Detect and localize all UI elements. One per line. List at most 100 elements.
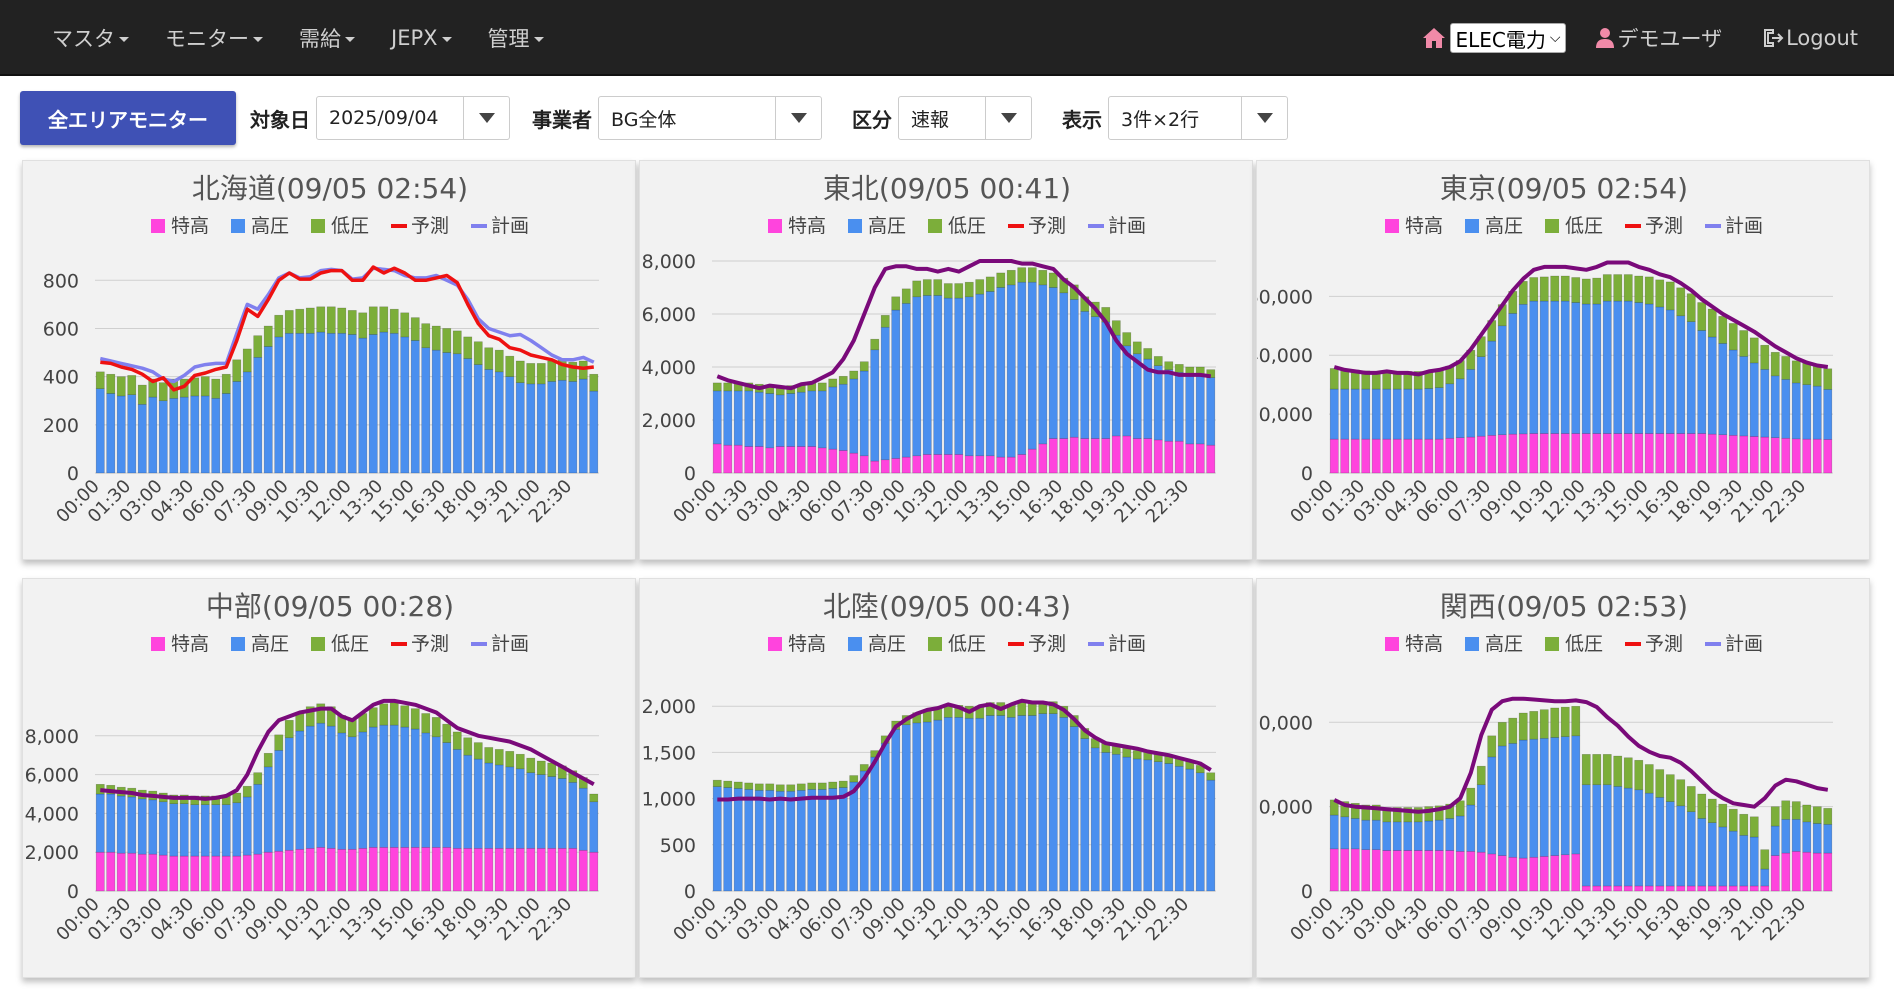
bar-segment	[1812, 385, 1822, 440]
bar-segment	[1350, 818, 1360, 850]
menu-monitor[interactable]: モニター	[165, 23, 263, 53]
logout-link[interactable]: Logout	[1762, 26, 1858, 50]
bar-segment	[232, 792, 242, 804]
bar-segment	[1707, 885, 1717, 892]
bar-segment	[1623, 274, 1633, 302]
bar-segment	[368, 726, 378, 848]
bar-segment	[106, 851, 116, 892]
bar-segment	[379, 847, 389, 892]
bar-segment	[922, 454, 932, 474]
bar-segment	[1739, 356, 1749, 437]
bar-segment	[1487, 853, 1497, 892]
menu-admin[interactable]: 管理	[488, 23, 544, 53]
bar-segment	[1413, 388, 1423, 440]
bar-segment	[1529, 433, 1539, 474]
legend-label: 予測	[1645, 215, 1683, 237]
bar-segment	[326, 725, 336, 849]
bar-segment	[410, 847, 420, 892]
bar-segment	[305, 706, 315, 727]
y-tick-label: 8,000	[642, 251, 696, 273]
bar-segment	[1403, 438, 1413, 474]
bar-segment	[1006, 269, 1016, 286]
bar-segment	[326, 332, 336, 474]
bar-segment	[1487, 435, 1497, 474]
bar-segment	[536, 848, 546, 892]
bar-segment	[452, 731, 462, 750]
bar-segment	[1340, 388, 1350, 440]
bar-segment	[1697, 793, 1707, 819]
bar-segment	[996, 272, 1006, 288]
bar-segment	[1718, 316, 1728, 344]
bar-segment	[1655, 279, 1665, 308]
bar-segment	[1206, 369, 1216, 378]
bar-segment	[1613, 274, 1623, 302]
bar-segment	[1655, 769, 1665, 798]
user-menu[interactable]: デモユーザ	[1594, 23, 1722, 53]
bar-segment	[1132, 353, 1142, 439]
bar-segment	[1623, 885, 1633, 892]
bar-segment	[295, 730, 305, 850]
bar-segment	[211, 855, 221, 892]
bar-segment	[148, 853, 158, 892]
bar-segment	[536, 774, 546, 849]
bar-segment	[1101, 321, 1111, 439]
date-select[interactable]: 2025/09/04	[316, 96, 510, 140]
display-select[interactable]: 3件×2行	[1108, 96, 1288, 140]
bar-segment	[526, 757, 536, 773]
legend-label: 低圧	[1565, 633, 1603, 655]
bar-segment	[1487, 756, 1497, 855]
bar-segment	[1529, 711, 1539, 740]
bar-segment	[1038, 269, 1048, 286]
legend-label: 予測	[411, 215, 449, 237]
bar-segment	[1550, 855, 1560, 892]
menu-jepx[interactable]: JEPX	[391, 26, 452, 50]
bar-segment	[1392, 807, 1402, 823]
menu-master[interactable]: マスタ	[52, 23, 129, 53]
bar-segment	[169, 398, 179, 474]
bar-segment	[358, 731, 368, 849]
bar-segment	[1017, 281, 1027, 455]
legend-swatch	[1385, 219, 1399, 233]
bar-segment	[1823, 824, 1833, 854]
bar-segment	[568, 361, 578, 382]
bar-segment	[964, 717, 974, 892]
bar-segment	[1676, 885, 1686, 892]
bar-segment	[1174, 372, 1184, 442]
bar-segment	[1781, 819, 1791, 854]
bar-segment	[484, 747, 494, 764]
all-area-monitor-button[interactable]: 全エリアモニター	[20, 91, 236, 145]
chart-title: 中部(09/05 00:28)	[206, 590, 454, 623]
bar-segment	[1048, 438, 1058, 474]
bar-segment	[1781, 852, 1791, 892]
bar-segment	[1434, 369, 1444, 388]
bar-segment	[1655, 306, 1665, 434]
logout-icon	[1764, 29, 1784, 47]
bar-segment	[828, 378, 838, 388]
bar-segment	[1174, 440, 1184, 474]
bar-segment	[1143, 759, 1153, 892]
bar-segment	[316, 306, 326, 333]
bar-segment	[1602, 885, 1612, 892]
bar-segment	[1017, 715, 1027, 892]
category-select[interactable]: 速報	[898, 96, 1032, 140]
bar-segment	[1581, 784, 1591, 887]
bar-segment	[733, 390, 743, 446]
legend-label: 特高	[1405, 633, 1443, 655]
bar-segment	[484, 369, 494, 474]
company-select[interactable]: ELEC電力 ⌵	[1450, 23, 1566, 53]
bar-segment	[954, 297, 964, 455]
user-icon	[1595, 28, 1614, 48]
bar-segment	[515, 848, 525, 892]
bar-segment	[1027, 267, 1037, 283]
bar-segment	[1371, 438, 1381, 474]
legend-label: 特高	[788, 215, 826, 237]
legend-swatch	[1705, 224, 1721, 228]
legend-swatch	[848, 219, 862, 233]
bar-segment	[1539, 433, 1549, 474]
menu-supply-demand[interactable]: 需給	[299, 23, 355, 53]
bar-segment	[347, 310, 357, 335]
chart-title: 東北(09/05 00:41)	[823, 172, 1071, 205]
bar-segment	[796, 783, 806, 791]
bar-segment	[211, 804, 221, 857]
operator-select[interactable]: BG全体	[598, 96, 822, 140]
